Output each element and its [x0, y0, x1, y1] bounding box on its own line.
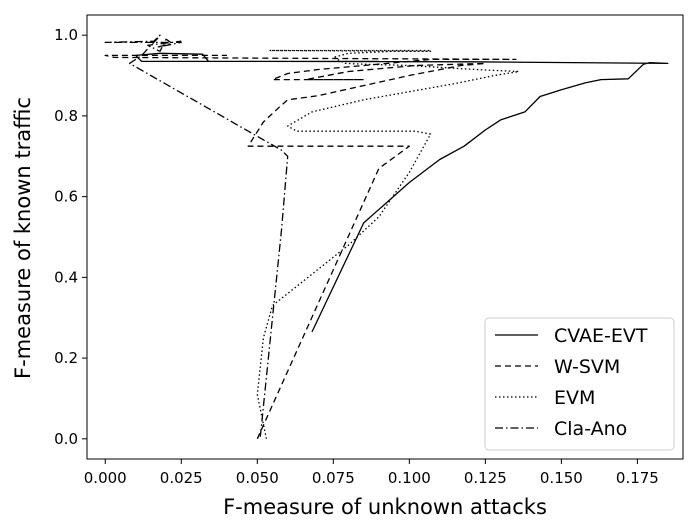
- y-tick-label: 0.6: [54, 188, 78, 206]
- series-line-w-svm: [104, 54, 517, 440]
- x-tick-label: 0.050: [236, 469, 279, 487]
- y-tick-label: 0.8: [54, 107, 78, 125]
- x-tick-label: 0.075: [312, 469, 355, 487]
- legend: CVAE-EVT W-SVM EVM Cla-Ano: [484, 317, 675, 451]
- x-axis-ticks: 0.000 0.025 0.050 0.075 0.100 0.125 0.150 0.175: [84, 459, 659, 487]
- x-tick-label: 0.150: [540, 469, 583, 487]
- y-tick-label: 0.0: [54, 430, 78, 448]
- series-layer: [104, 34, 669, 440]
- y-tick-label: 0.2: [54, 349, 78, 367]
- y-tick-label: 1.0: [54, 26, 78, 44]
- x-tick-label: 0.125: [464, 469, 507, 487]
- x-tick-label: 0.175: [616, 469, 659, 487]
- y-axis-label: F-measure of known traffic: [11, 97, 35, 379]
- legend-label-cla-ano: Cla-Ano: [554, 418, 627, 440]
- legend-box: [484, 317, 675, 451]
- legend-label-cvae-evt: CVAE-EVT: [554, 325, 648, 347]
- x-tick-label: 0.100: [388, 469, 431, 487]
- plot-frame: [86, 14, 684, 460]
- y-axis-ticks: 0.0 0.2 0.4 0.6 0.8 1.0: [54, 26, 87, 448]
- x-tick-label: 0.000: [84, 469, 127, 487]
- series-line-cvae-evt: [135, 52, 669, 333]
- x-axis-label: F-measure of unknown attacks: [223, 495, 547, 519]
- x-tick-label: 0.025: [160, 469, 203, 487]
- legend-label-w-svm: W-SVM: [554, 356, 620, 378]
- series-line-cla-ano: [104, 34, 289, 437]
- legend-label-evm: EVM: [554, 387, 595, 409]
- y-tick-label: 0.4: [54, 268, 78, 286]
